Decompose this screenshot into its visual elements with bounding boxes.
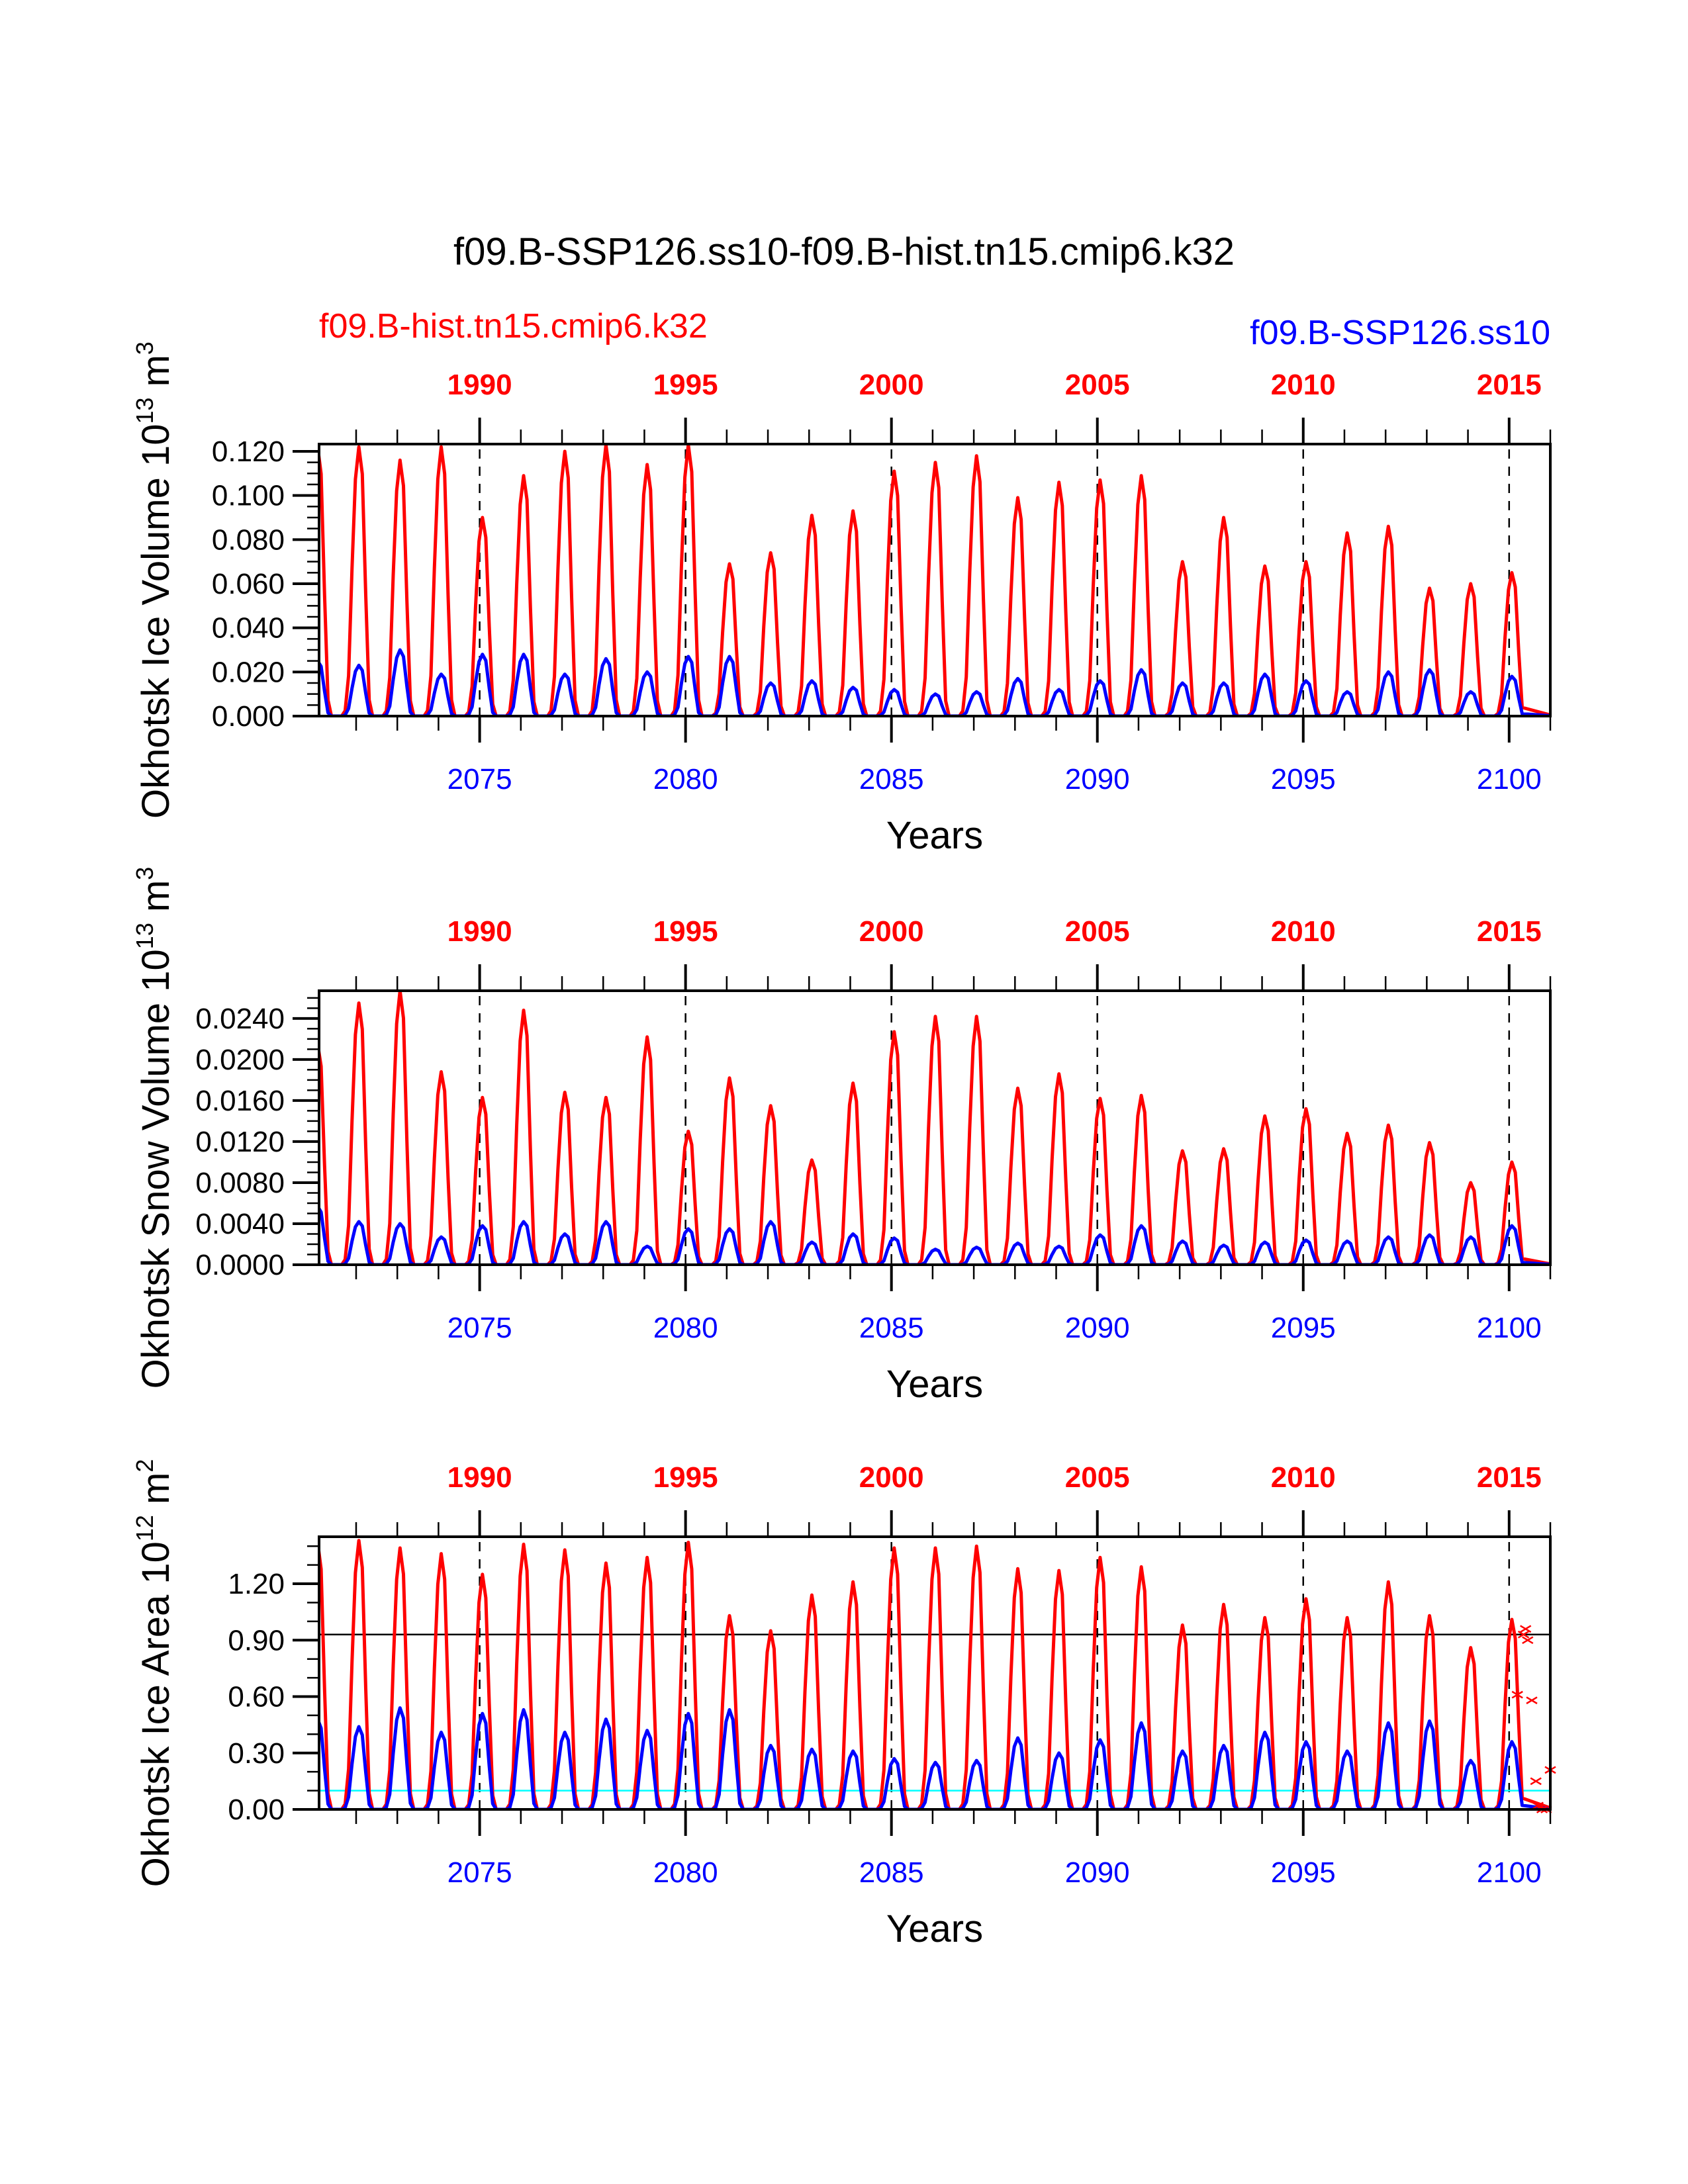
- x-top-tick-label: 2015: [1477, 915, 1542, 948]
- y-tick-label: 0.080: [212, 523, 285, 556]
- x-bottom-tick-label: 2085: [859, 763, 924, 796]
- x-top-tick-label: 2005: [1065, 369, 1130, 401]
- y-axis-label: Okhotsk Ice Volume 1013 m3: [131, 341, 177, 819]
- y-tick-label: 0.0040: [195, 1208, 285, 1240]
- y-label-unit-exponent: 2: [131, 1459, 158, 1473]
- x-top-tick-label: 2000: [859, 915, 924, 948]
- legend-red-label: f09.B-hist.tn15.cmip6.k32: [319, 307, 708, 345]
- chart-title: f09.B-SSP126.ss10-f09.B-hist.tn15.cmip6.…: [453, 230, 1235, 273]
- y-tick-label: 0.0120: [195, 1126, 285, 1158]
- y-label-unit: m: [134, 1473, 177, 1515]
- x-axis-label: Years: [886, 1907, 983, 1950]
- y-axis-label: Okhotsk Ice Area 1012 m2: [131, 1459, 177, 1888]
- x-axis-label: Years: [886, 814, 983, 857]
- x-bottom-tick-label: 2095: [1271, 1856, 1336, 1889]
- x-top-tick-label: 1995: [653, 1461, 718, 1494]
- y-tick-label: 1.20: [228, 1568, 285, 1600]
- x-top-tick-label: 2010: [1271, 915, 1336, 948]
- x-marker: [1526, 1696, 1538, 1705]
- y-label-exponent: 13: [131, 923, 158, 949]
- x-top-tick-label: 2005: [1065, 915, 1130, 948]
- y-tick-label: 0.060: [212, 568, 285, 600]
- x-bottom-tick-label: 2090: [1065, 763, 1130, 796]
- y-tick-label: 0.00: [228, 1794, 285, 1826]
- x-marker-stroke: [1530, 1777, 1542, 1786]
- x-top-tick-label: 2000: [859, 369, 924, 401]
- x-marker-stroke: [1520, 1625, 1532, 1633]
- y-label-unit: m: [134, 880, 177, 923]
- x-bottom-tick-label: 2090: [1065, 1312, 1130, 1344]
- plot-frame: [318, 1535, 1552, 1811]
- y-tick-label: 0.100: [212, 480, 285, 512]
- y-tick-label: 0.020: [212, 656, 285, 688]
- x-top-tick-label: 1995: [653, 915, 718, 948]
- x-marker: [1517, 1630, 1530, 1639]
- y-label-text: Okhotsk Snow Volume 10: [134, 949, 177, 1388]
- panel-1: 0.000 0.020 0.040 0.060 0.080 0.100 0.120 2075 2…: [131, 341, 1552, 857]
- x-marker-stroke: [1532, 1801, 1544, 1810]
- y-label-text: Okhotsk Ice Volume 10: [134, 424, 177, 819]
- x-top-tick-label: 1990: [447, 915, 512, 948]
- x-bottom-tick-label: 2085: [859, 1856, 924, 1889]
- x-bottom-tick-label: 2095: [1271, 763, 1336, 796]
- x-top-tick-label: 2000: [859, 1461, 924, 1494]
- y-label-unit: m: [134, 355, 177, 397]
- y-tick-label: 0.120: [212, 435, 285, 468]
- x-bottom-tick-label: 2075: [447, 763, 512, 796]
- x-top-tick-label: 2010: [1271, 369, 1336, 401]
- x-marker-stroke: [1511, 1690, 1523, 1699]
- x-bottom-tick-label: 2100: [1477, 763, 1542, 796]
- x-bottom-tick-label: 2080: [653, 1856, 718, 1889]
- legend-blue-label: f09.B-SSP126.ss10: [1250, 314, 1550, 352]
- y-tick-label: 0.0160: [195, 1085, 285, 1117]
- x-top-tick-label: 2010: [1271, 1461, 1336, 1494]
- x-top-tick-label: 2015: [1477, 369, 1542, 401]
- x-top-tick-label: 1990: [447, 1461, 512, 1494]
- plot-frame: [318, 989, 1552, 1266]
- x-marker-stroke: [1526, 1696, 1538, 1705]
- panel-3: 0.00 0.30 0.60 0.90 1.20 2075 2080 2085 2090 2095…: [131, 1459, 1556, 1950]
- x-bottom-tick-label: 2090: [1065, 1856, 1130, 1889]
- y-tick-label: 0.30: [228, 1737, 285, 1770]
- y-tick-label: 0.90: [228, 1624, 285, 1657]
- x-marker: [1511, 1690, 1523, 1699]
- y-label-exponent: 13: [131, 397, 158, 424]
- y-label-text: Okhotsk Ice Area 10: [134, 1541, 177, 1887]
- x-marker: [1530, 1777, 1542, 1786]
- y-label-unit-exponent: 3: [131, 867, 158, 880]
- x-top-tick-label: 2005: [1065, 1461, 1130, 1494]
- x-marker-stroke: [1517, 1630, 1530, 1639]
- plot-frame: [318, 443, 1552, 717]
- y-tick-label: 0.0080: [195, 1167, 285, 1199]
- x-bottom-tick-label: 2100: [1477, 1312, 1542, 1344]
- panel-2: 0.0000 0.0040 0.0080 0.0120 0.0160 0.0200 0.02…: [131, 867, 1552, 1406]
- x-bottom-tick-label: 2085: [859, 1312, 924, 1344]
- y-tick-label: 0.60: [228, 1681, 285, 1713]
- y-axis-label: Okhotsk Snow Volume 1013 m3: [131, 867, 177, 1389]
- y-label-unit-exponent: 3: [131, 341, 158, 355]
- x-bottom-tick-label: 2100: [1477, 1856, 1542, 1889]
- y-label-exponent: 12: [131, 1515, 158, 1541]
- x-top-tick-label: 1995: [653, 369, 718, 401]
- x-top-tick-label: 2015: [1477, 1461, 1542, 1494]
- x-marker: [1532, 1801, 1544, 1810]
- y-tick-label: 0.000: [212, 700, 285, 733]
- x-axis-label: Years: [886, 1363, 983, 1406]
- x-marker: [1522, 1636, 1534, 1645]
- x-bottom-tick-label: 2075: [447, 1856, 512, 1889]
- x-bottom-tick-label: 2095: [1271, 1312, 1336, 1344]
- y-tick-label: 0.0240: [195, 1003, 285, 1035]
- x-top-tick-label: 1990: [447, 369, 512, 401]
- y-tick-label: 0.0200: [195, 1044, 285, 1076]
- x-marker-stroke: [1522, 1636, 1534, 1645]
- x-bottom-tick-label: 2075: [447, 1312, 512, 1344]
- y-tick-label: 0.040: [212, 612, 285, 645]
- y-tick-label: 0.0000: [195, 1249, 285, 1281]
- x-bottom-tick-label: 2080: [653, 1312, 718, 1344]
- x-marker: [1520, 1625, 1532, 1633]
- x-bottom-tick-label: 2080: [653, 763, 718, 796]
